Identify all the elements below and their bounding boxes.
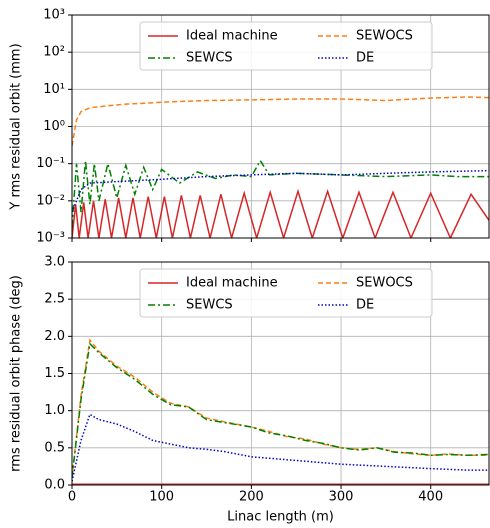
line <box>72 159 489 227</box>
line <box>72 338 489 478</box>
line <box>72 188 489 238</box>
x-tick-label: 200 <box>239 490 264 505</box>
y-tick-label: 2.5 <box>44 292 65 307</box>
y-tick-label: 10⁻³ <box>36 231 65 246</box>
y-axis-label: Y rms residual orbit (mm) <box>9 43 24 210</box>
plot-area <box>72 96 489 238</box>
y-tick-label: 2.0 <box>44 329 65 344</box>
line <box>72 413 489 482</box>
legend-label: DE <box>356 51 374 66</box>
legend-label: Ideal machine <box>186 29 278 44</box>
legend-label: DE <box>356 298 374 313</box>
y-tick-label: 10¹ <box>43 82 65 97</box>
legend-box <box>139 268 433 318</box>
axes-frame <box>71 14 490 239</box>
y-axis-label: rms residual orbit phase (deg) <box>9 275 24 472</box>
x-tick-label: 300 <box>329 490 354 505</box>
legend-label: SEWOCS <box>356 29 413 44</box>
line <box>72 342 489 478</box>
line <box>72 96 489 147</box>
y-tick-label: 1.0 <box>44 403 65 418</box>
axes-frame <box>71 261 490 486</box>
x-tick-label: 100 <box>149 490 174 505</box>
y-tick-label: 10⁰ <box>43 119 65 134</box>
legend-label: SEWCS <box>186 51 233 66</box>
y-tick-label: 10⁻² <box>36 193 65 208</box>
legend-label: SEWCS <box>186 298 233 313</box>
legend-label: SEWOCS <box>356 276 413 291</box>
y-tick-label: 10² <box>43 45 65 60</box>
x-tick-label: 400 <box>418 490 443 505</box>
y-tick-label: 0.0 <box>44 478 65 493</box>
plot-area <box>72 338 489 485</box>
y-tick-label: 10³ <box>43 8 65 23</box>
x-axis-label: Linac length (m) <box>227 510 334 525</box>
legend-label: Ideal machine <box>186 276 278 291</box>
y-tick-label: 10⁻¹ <box>36 156 65 171</box>
y-tick-label: 1.5 <box>44 366 65 381</box>
y-tick-label: 3.0 <box>44 255 65 270</box>
y-tick-label: 0.5 <box>44 440 65 455</box>
legend-box <box>139 21 433 71</box>
x-tick-label: 0 <box>68 490 76 505</box>
